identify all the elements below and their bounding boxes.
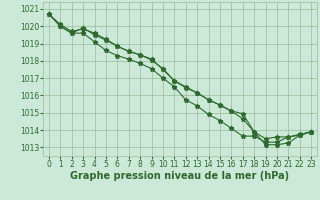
X-axis label: Graphe pression niveau de la mer (hPa): Graphe pression niveau de la mer (hPa) xyxy=(70,171,290,181)
